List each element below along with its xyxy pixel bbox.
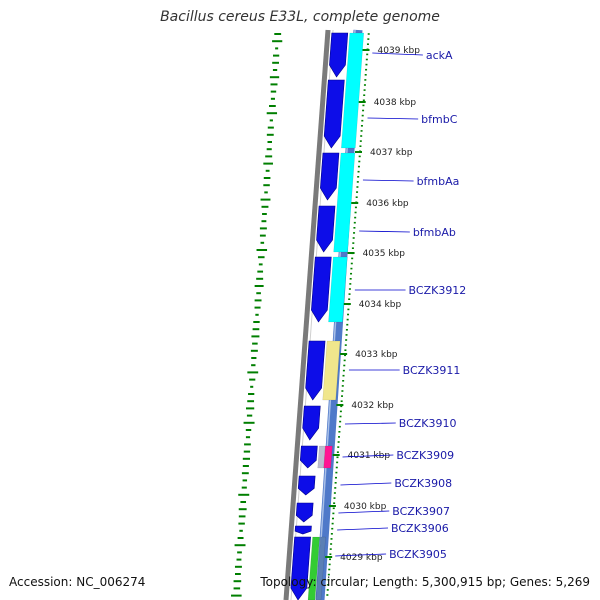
gene-label: BCZK3908 bbox=[394, 477, 452, 490]
gene-label: BCZK3907 bbox=[392, 505, 450, 518]
gene-leader-line bbox=[344, 422, 396, 425]
cog-block bbox=[307, 536, 320, 600]
kbp-tick-label: 4039 kbp bbox=[378, 46, 421, 56]
cog-block bbox=[328, 256, 348, 323]
gene-label-track: ackA bfmbC bfmbAa bfmbAb BCZK3912 BCZK3911 BCZ… bbox=[335, 49, 466, 561]
kbp-tick-label: 4029 kbp bbox=[340, 553, 383, 563]
gene-arrow bbox=[316, 205, 336, 253]
cog-block bbox=[315, 536, 326, 600]
gene-leader-line bbox=[335, 553, 387, 557]
kbp-tick-label: 4034 kbp bbox=[359, 300, 402, 310]
kbp-tick-label: 4037 kbp bbox=[370, 148, 413, 158]
gene-track bbox=[290, 32, 349, 600]
gene-label: BCZK3906 bbox=[391, 522, 449, 535]
gene-arrow bbox=[297, 475, 316, 496]
kbp-tick-label: 4035 kbp bbox=[363, 249, 406, 259]
gene-leader-line bbox=[359, 230, 410, 233]
gene-label: BCZK3905 bbox=[389, 548, 447, 561]
gene-label: bfmbAa bbox=[417, 175, 460, 188]
gene-label: BCZK3912 bbox=[409, 284, 467, 297]
kbp-tick-label: 4038 kbp bbox=[374, 98, 417, 108]
gene-arrow bbox=[295, 502, 314, 523]
gene-label: ackA bbox=[426, 49, 453, 62]
gene-label: bfmbC bbox=[421, 113, 458, 126]
cog-block bbox=[323, 445, 333, 469]
cog-block bbox=[322, 340, 341, 401]
cog-block bbox=[341, 32, 365, 149]
gene-leader-line bbox=[372, 52, 423, 56]
gene-leader-line bbox=[367, 117, 419, 120]
gene-label: BCZK3911 bbox=[403, 364, 461, 377]
gene-arrow bbox=[290, 536, 311, 600]
kbp-tick-label: 4032 kbp bbox=[351, 401, 394, 411]
kbp-tick-label: 4030 kbp bbox=[344, 502, 387, 512]
topology-label: Topology: circular; Length: 5,300,915 bp… bbox=[260, 575, 590, 589]
gene-leader-line bbox=[342, 454, 394, 458]
gene-arrow bbox=[329, 32, 349, 78]
gene-arrow bbox=[299, 445, 318, 469]
map-title: Bacillus cereus E33L, complete genome bbox=[160, 9, 440, 25]
kbp-tick-label: 4036 kbp bbox=[366, 199, 409, 209]
gene-leader-line bbox=[340, 482, 392, 486]
gene-leader-line bbox=[338, 510, 390, 514]
gene-leader-line bbox=[362, 179, 414, 182]
gene-arrow bbox=[294, 525, 312, 535]
gene-arrow bbox=[305, 340, 326, 401]
backbone-ring bbox=[283, 29, 331, 600]
gene-arrow bbox=[311, 256, 332, 323]
kbp-tick-label: 4033 kbp bbox=[355, 350, 398, 360]
accession-label: Accession: NC_006274 bbox=[9, 575, 146, 589]
kbp-tick-track: 4039 kbp 4038 kbp 4037 kbp 4036 kbp 4035 kbp… bbox=[325, 33, 421, 596]
cog-track bbox=[307, 32, 365, 600]
gene-label: BCZK3910 bbox=[399, 417, 457, 430]
gene-label: BCZK3909 bbox=[396, 449, 454, 462]
gene-leader-line bbox=[337, 527, 389, 531]
gene-arrow bbox=[302, 405, 321, 441]
gene-arrow bbox=[323, 79, 345, 149]
gene-label: bfmbAb bbox=[413, 226, 456, 239]
gene-arrow bbox=[320, 152, 340, 201]
gc-content-track bbox=[231, 33, 283, 597]
